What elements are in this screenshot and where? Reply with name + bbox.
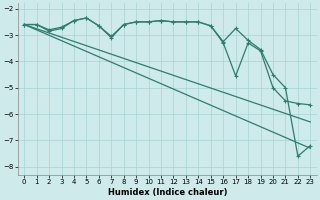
X-axis label: Humidex (Indice chaleur): Humidex (Indice chaleur)	[108, 188, 227, 197]
